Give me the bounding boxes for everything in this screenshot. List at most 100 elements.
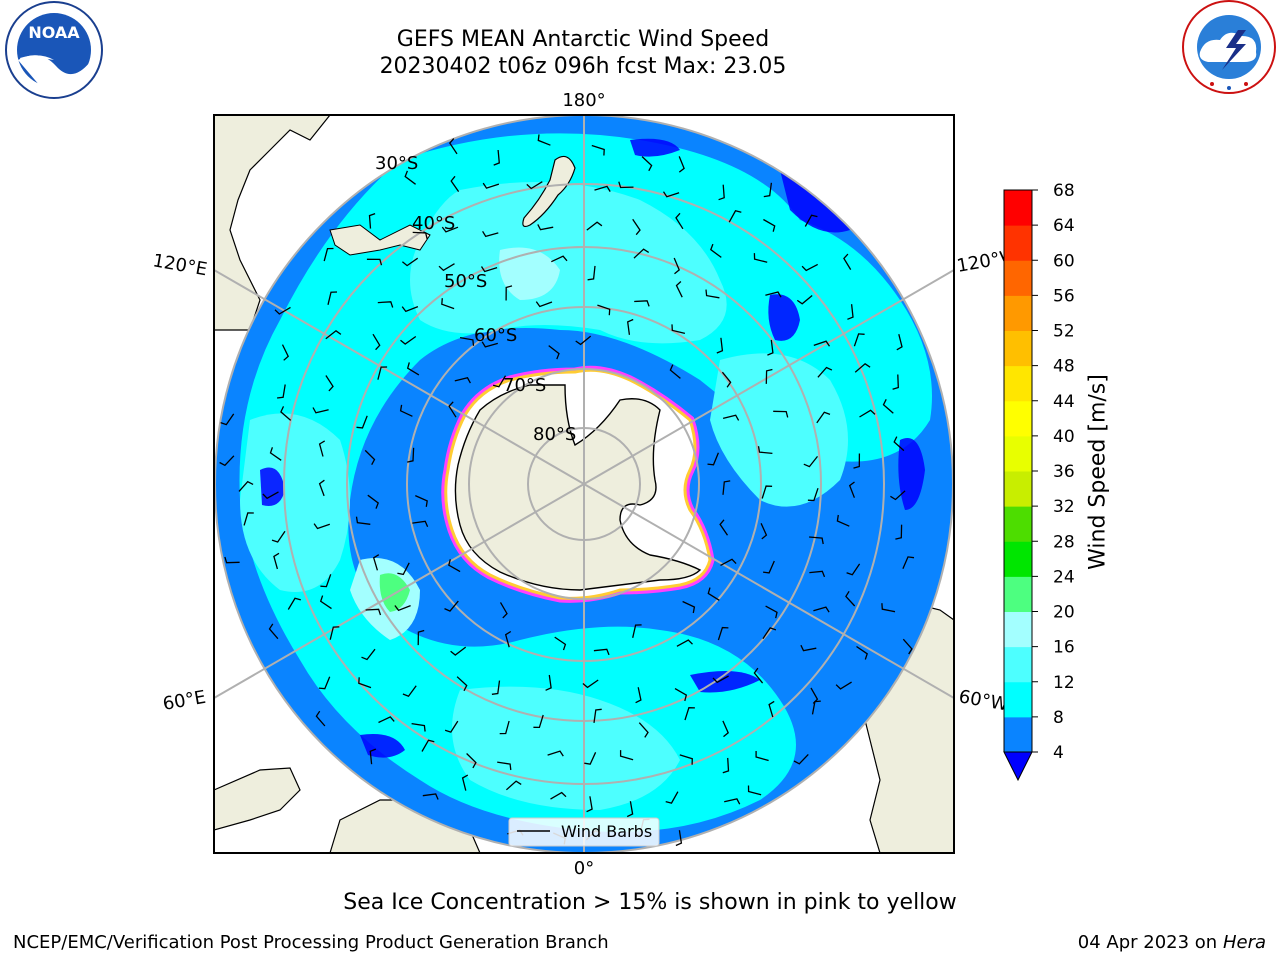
wind-barb	[505, 285, 513, 301]
footer-date-text: 04 Apr 2023 on	[1077, 932, 1223, 953]
wind-barb	[537, 134, 551, 146]
wind-barb	[892, 374, 899, 390]
footer-date: 04 Apr 2023 on Hera	[1078, 932, 1266, 953]
wind-barb	[364, 449, 376, 466]
wind-barb	[274, 306, 291, 315]
wind-barb	[412, 520, 429, 528]
wind-barb	[361, 648, 376, 661]
wind-barb	[526, 181, 543, 190]
wind-barb	[444, 720, 459, 733]
wind-barb	[499, 602, 508, 619]
noaa-logo-text: NOAA	[28, 23, 80, 42]
wind-barb	[220, 413, 235, 426]
wind-barb	[717, 626, 729, 641]
colorbar-extend-arrow	[1003, 751, 1033, 782]
wind-barb	[367, 494, 379, 509]
wind-barb	[315, 710, 326, 727]
wind-barb	[224, 556, 240, 564]
colorbar-label: Wind Speed [m/s]	[1085, 374, 1111, 570]
colorbar-tick-label: 36	[1053, 462, 1075, 482]
wind-band-12-16	[240, 413, 350, 592]
wind-min-region	[260, 467, 285, 506]
wind-barb	[422, 793, 439, 800]
wind-barb	[482, 230, 499, 238]
wind-barb	[675, 212, 684, 230]
wind-min-region	[768, 294, 800, 341]
colorbar-segment	[1004, 365, 1032, 402]
wind-barb	[678, 156, 685, 173]
wind-barb	[378, 716, 395, 724]
wind-barb	[707, 587, 720, 601]
wind-barb	[716, 337, 724, 354]
colorbar-segment	[1004, 435, 1032, 472]
wind-barb	[554, 636, 567, 651]
noaa-logo: NOAA	[5, 1, 103, 99]
wind-barb	[575, 335, 592, 346]
wind-barb	[448, 401, 457, 418]
colorbar-tick-label: 44	[1053, 392, 1075, 412]
wind-barb	[318, 479, 325, 497]
wind-barb	[320, 574, 332, 588]
wind-barb	[356, 415, 368, 429]
wind-barb	[548, 345, 560, 360]
lat-label-80s: 80°S	[533, 424, 576, 445]
wind-barb	[329, 626, 340, 640]
wind-barb	[635, 687, 642, 704]
wind-barb	[593, 708, 602, 723]
wind-barb	[673, 257, 680, 275]
australia-coast	[329, 224, 431, 256]
wind-barb	[597, 304, 611, 316]
wind-barb	[323, 247, 334, 262]
colorbar-tick-label: 32	[1053, 497, 1075, 517]
colorbar-segment	[1004, 225, 1032, 261]
wind-barb	[273, 552, 280, 570]
wind-barb	[499, 720, 510, 735]
wind-barb	[847, 304, 854, 320]
wind-barb	[721, 371, 732, 388]
wind-barb	[765, 291, 782, 298]
colorbar-tick-label: 48	[1053, 357, 1075, 377]
wind-barb	[753, 253, 768, 263]
wind-barb	[800, 644, 817, 652]
wind-barb	[591, 144, 605, 156]
colorbar-tick-label: 24	[1053, 567, 1075, 587]
colorbar-tick-label: 52	[1053, 322, 1075, 342]
lat-label-60s: 60°S	[474, 325, 517, 346]
wind-min-region	[360, 734, 405, 758]
wind-barb	[856, 645, 868, 660]
wind-barb	[845, 590, 856, 607]
chart-title: GEFS MEAN Antarctic Wind Speed	[396, 27, 770, 52]
wind-barb	[803, 455, 819, 468]
wind-barb	[859, 409, 876, 418]
wind-barb	[811, 700, 821, 715]
wind-barb	[412, 231, 428, 239]
wind-barb	[456, 676, 468, 692]
wind-barb	[497, 761, 512, 771]
wind-barb	[676, 639, 693, 647]
colorbar-segment	[1004, 260, 1032, 296]
wind-barb	[411, 722, 426, 732]
wind-barb	[319, 595, 332, 610]
wind-barb	[632, 624, 642, 638]
wind-barb	[404, 170, 416, 185]
new-zealand-landmass	[522, 155, 576, 228]
wind-barb	[619, 750, 634, 761]
wind-barb	[763, 218, 776, 232]
wind-barb	[682, 600, 696, 614]
colorbar-segment	[1004, 330, 1032, 367]
colorbar-segment	[1004, 646, 1032, 683]
wind-barb	[280, 406, 292, 421]
wind-barb	[493, 149, 500, 166]
colorbar-segment	[1004, 576, 1032, 612]
wind-barb	[219, 455, 235, 467]
wind-barb	[893, 436, 905, 452]
wind-barb	[761, 485, 773, 499]
wind-barb	[365, 608, 382, 616]
lat-label-50s: 50°S	[444, 271, 487, 292]
wind-barb	[707, 452, 720, 466]
wind-barb	[358, 677, 372, 689]
wind-barb	[848, 481, 856, 498]
wind-barb	[450, 646, 467, 656]
colorbar-segment	[1004, 681, 1032, 718]
wind-barb	[843, 253, 852, 270]
